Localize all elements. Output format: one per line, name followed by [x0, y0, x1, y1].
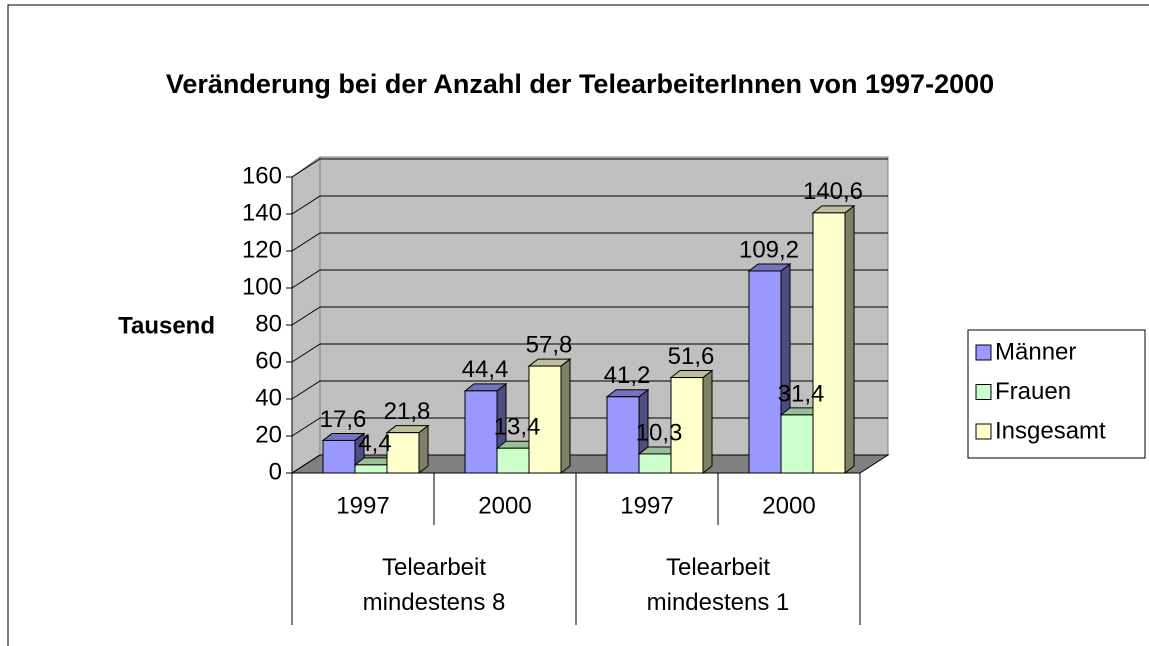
x-tick-label: 1997: [620, 492, 673, 519]
data-label: 41,2: [604, 362, 651, 389]
grid-line: [291, 232, 888, 252]
grid-line: [291, 269, 888, 289]
bar: [670, 377, 704, 474]
y-tick-label: 140: [242, 199, 282, 226]
legend-swatch: [975, 384, 992, 400]
side-wall: [291, 156, 321, 474]
y-axis-label: Tausend: [118, 312, 215, 339]
y-tick-label: 60: [255, 347, 282, 374]
grid-line: [291, 343, 888, 363]
data-label: 44,4: [462, 356, 509, 383]
legend-swatch: [975, 344, 992, 361]
x-tick-label: 2000: [762, 492, 815, 519]
bar-side: [560, 358, 571, 475]
legend-swatch: [975, 423, 992, 440]
data-label: 109,2: [739, 236, 799, 263]
legend-box: [967, 329, 1146, 459]
category-group-label: Telearbeit mindestens 8: [362, 554, 506, 616]
x-tick-label: 1997: [336, 492, 389, 519]
bar: [748, 270, 782, 474]
data-label: 31,4: [778, 380, 825, 407]
data-label: 4,4: [358, 430, 391, 457]
y-tick-label: 120: [242, 236, 282, 263]
y-tick-label: 0: [269, 458, 282, 485]
chart-title: Veränderung bei der Anzahl der Telearbei…: [165, 69, 995, 99]
bar: [464, 390, 498, 474]
y-tick-label: 20: [255, 421, 282, 448]
x-tick-label: 2000: [478, 492, 531, 519]
bar: [606, 396, 640, 474]
bar: [354, 464, 388, 474]
bar: [528, 365, 562, 474]
bar: [386, 432, 420, 474]
data-label: 21,8: [384, 398, 431, 425]
grid-line: [291, 306, 888, 326]
legend-label: Insgesamt: [995, 417, 1106, 444]
bar-side: [702, 369, 713, 475]
data-label: 17,6: [320, 406, 367, 433]
category-group-label: Telearbeit mindestens 1: [646, 554, 790, 616]
bar: [638, 453, 672, 474]
y-tick-label: 160: [242, 162, 282, 189]
data-label: 51,6: [668, 343, 715, 370]
y-tick-label: 100: [242, 273, 282, 300]
bar: [812, 212, 846, 474]
data-label: 13,4: [494, 414, 541, 441]
data-label: 57,8: [526, 331, 573, 358]
bar-side: [844, 204, 855, 475]
grid-line: [291, 195, 888, 215]
bar: [496, 447, 530, 474]
data-label: 140,6: [803, 178, 863, 205]
grid-line: [291, 158, 888, 178]
y-tick-label: 80: [255, 310, 282, 337]
bar-side: [418, 424, 429, 475]
legend-label: Frauen: [995, 378, 1071, 405]
bar: [780, 414, 814, 474]
legend-label: Männer: [995, 338, 1076, 365]
bar: [322, 439, 356, 474]
data-label: 10,3: [636, 419, 683, 446]
y-tick-label: 40: [255, 384, 282, 411]
